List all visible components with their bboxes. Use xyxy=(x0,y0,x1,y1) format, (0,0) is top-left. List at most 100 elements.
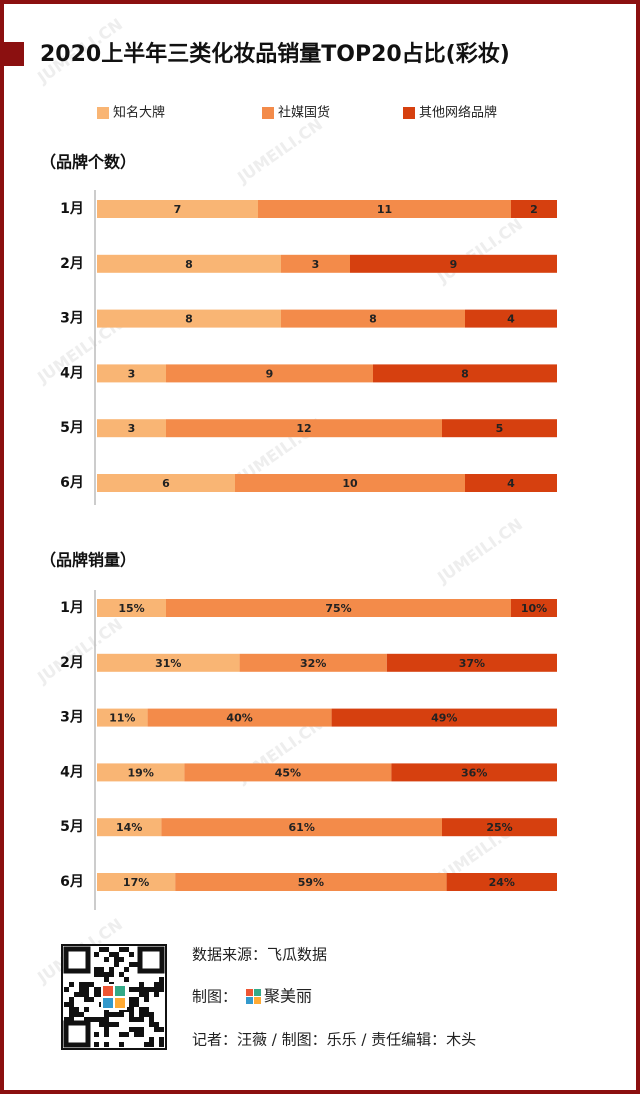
bar-segment xyxy=(175,873,447,891)
value-label: 7 xyxy=(174,203,182,216)
value-label: 19% xyxy=(128,766,154,779)
value-label: 4 xyxy=(507,477,515,490)
value-label: 5 xyxy=(496,422,504,435)
value-label: 14% xyxy=(116,821,142,834)
legend-swatch xyxy=(403,107,415,119)
value-label: 15% xyxy=(118,602,144,615)
value-label: 11% xyxy=(109,712,135,725)
bar-segment xyxy=(97,708,148,727)
bar-segment xyxy=(258,200,511,218)
bar-segment xyxy=(281,254,350,273)
value-label: 24% xyxy=(489,876,515,889)
category-label: 5月 xyxy=(60,819,84,835)
value-label: 2 xyxy=(530,203,538,216)
value-label: 10% xyxy=(521,602,547,615)
bar-segment xyxy=(350,254,557,273)
category-label: 1月 xyxy=(60,201,84,217)
value-label: 75% xyxy=(325,602,351,615)
value-label: 8 xyxy=(185,258,193,271)
legend-label: 社媒国货 xyxy=(278,105,330,121)
bar-segment xyxy=(239,653,387,672)
bar-segment xyxy=(166,599,511,617)
bar-segment xyxy=(184,763,392,782)
category-label: 3月 xyxy=(60,311,84,327)
brand-logo xyxy=(246,989,261,1004)
bar-segment xyxy=(97,364,166,383)
value-label: 8 xyxy=(369,313,377,326)
bar-segment xyxy=(166,364,373,383)
bar-segment xyxy=(442,419,557,438)
footer-made-by: 制图： xyxy=(192,988,237,1006)
bar-segment xyxy=(97,474,235,492)
title: 2020上半年三类化妆品销量TOP20占比(彩妆) xyxy=(40,41,510,67)
category-label: 6月 xyxy=(60,874,84,890)
subtitle: （品牌销量） xyxy=(40,551,136,570)
bar-segment xyxy=(373,364,557,383)
bar-segment xyxy=(97,653,240,672)
bar-segment xyxy=(446,873,557,891)
value-label: 25% xyxy=(486,821,512,834)
value-label: 59% xyxy=(298,876,324,889)
bar-segment xyxy=(281,309,465,328)
value-label: 3 xyxy=(312,258,320,271)
legend-label: 知名大牌 xyxy=(113,105,165,121)
footer-brand: 聚美丽 xyxy=(264,987,312,1006)
bar-segment xyxy=(465,309,557,328)
category-label: 6月 xyxy=(60,475,84,491)
footer-credits: 记者：汪薇 / 制图：乐乐 / 责任编辑：木头 xyxy=(192,1031,476,1049)
bar-segment xyxy=(97,873,176,891)
bar-segment xyxy=(97,419,166,438)
value-label: 8 xyxy=(461,367,469,380)
bar-segment xyxy=(386,653,557,672)
bar-segment xyxy=(97,200,258,218)
value-label: 3 xyxy=(128,367,136,380)
value-label: 40% xyxy=(226,712,252,725)
category-label: 2月 xyxy=(60,655,84,671)
legend-swatch xyxy=(97,107,109,119)
bar-segment xyxy=(391,763,557,782)
bar-segment xyxy=(442,818,557,837)
value-label: 10 xyxy=(342,477,358,490)
qr-code xyxy=(61,944,167,1050)
value-label: 9 xyxy=(266,367,274,380)
value-label: 17% xyxy=(123,876,149,889)
bar-segment xyxy=(97,254,281,273)
legend-swatch xyxy=(262,107,274,119)
value-label: 32% xyxy=(300,657,326,670)
category-label: 4月 xyxy=(60,764,84,780)
value-label: 3 xyxy=(128,422,136,435)
value-label: 6 xyxy=(162,477,170,490)
bar-segment xyxy=(97,309,281,328)
value-label: 9 xyxy=(450,258,458,271)
category-label: 4月 xyxy=(60,365,84,381)
bar-segment xyxy=(511,200,557,218)
category-label: 5月 xyxy=(60,420,84,436)
value-label: 4 xyxy=(507,313,515,326)
bar-segment xyxy=(331,708,557,727)
value-label: 11 xyxy=(377,203,392,216)
category-label: 3月 xyxy=(60,710,84,726)
bar-segment xyxy=(161,818,442,837)
category-label: 2月 xyxy=(60,256,84,272)
category-label: 1月 xyxy=(60,600,84,616)
value-label: 61% xyxy=(289,821,315,834)
legend-label: 其他网络品牌 xyxy=(419,105,497,121)
subtitle: （品牌个数） xyxy=(40,153,136,172)
footer-source: 数据来源：飞瓜数据 xyxy=(192,946,327,964)
bar-segment xyxy=(166,419,442,438)
bar-segment xyxy=(97,599,166,617)
value-label: 8 xyxy=(185,313,193,326)
bar-segment xyxy=(235,474,465,492)
value-label: 12 xyxy=(296,422,311,435)
value-label: 49% xyxy=(431,712,457,725)
value-label: 45% xyxy=(275,766,301,779)
bar-segment xyxy=(147,708,332,727)
value-label: 37% xyxy=(459,657,485,670)
bar-segment xyxy=(97,818,162,837)
value-label: 31% xyxy=(155,657,181,670)
bar-segment xyxy=(465,474,557,492)
bar-segment xyxy=(97,763,185,782)
value-label: 36% xyxy=(461,766,487,779)
